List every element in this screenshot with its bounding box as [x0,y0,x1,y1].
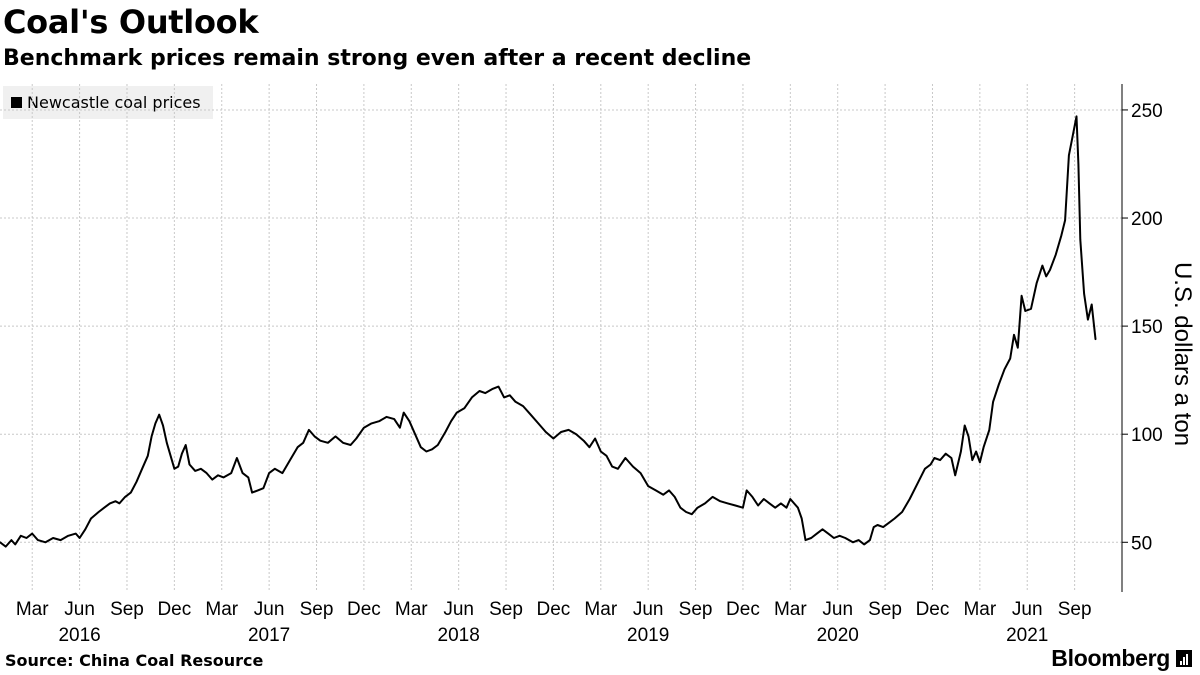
x-tick-label: Jun [254,599,285,620]
x-year-label: 2021 [1006,625,1048,646]
brand-logo: Bloomberg [1051,645,1192,672]
x-tick-label: Sep [300,599,334,620]
x-tick-label: Sep [1058,599,1092,620]
bar-chart-icon [1176,650,1192,667]
x-tick-label: Mar [774,599,807,620]
x-tick-label: Sep [679,599,713,620]
legend-swatch [11,97,22,108]
series-line-newcastle-coal-prices [0,115,1097,548]
x-tick-label: Dec [726,599,760,620]
x-year-label: 2018 [438,625,480,646]
source-note: Source: China Coal Resource [5,651,264,670]
y-tick-label: 150 [1131,317,1163,338]
x-year-label: 2019 [627,625,669,646]
chart-title: Coal's Outlook [3,3,259,41]
x-tick-layer: Mar Jun Sep Dec Mar Jun Sep Dec Mar Jun Sep Dec Mar J… [16,599,1092,646]
chart-subtitle: Benchmark prices remain strong even afte… [3,46,752,71]
x-tick-label: Mar [205,599,238,620]
x-tick-label: Mar [16,599,49,620]
x-year-label: 2020 [817,625,859,646]
x-tick-label: Dec [537,599,571,620]
x-tick-label: Sep [868,599,902,620]
legend-label: Newcastle coal prices [27,93,201,112]
x-year-label: 2016 [58,625,100,646]
x-tick-label: Jun [1012,599,1043,620]
x-tick-label: Mar [395,599,428,620]
x-tick-label: Sep [489,599,523,620]
x-tick-label: Dec [157,599,191,620]
brand-name: Bloomberg [1051,645,1170,671]
x-tick-label: Jun [822,599,853,620]
x-tick-label: Mar [584,599,617,620]
legend: Newcastle coal prices [3,86,213,119]
x-tick-label: Dec [347,599,381,620]
y-tick-label: 250 [1131,101,1163,122]
y-tick-label: 200 [1131,209,1163,230]
x-tick-label: Dec [916,599,950,620]
grid-layer [0,84,1122,592]
y-tick-label: 50 [1131,533,1152,554]
x-tick-label: Sep [110,599,144,620]
x-tick-label: Jun [633,599,664,620]
y-axis-label: U.S. dollars a ton [1169,262,1196,446]
x-year-label: 2017 [248,625,290,646]
x-tick-label: Mar [963,599,996,620]
x-tick-label: Jun [64,599,95,620]
y-tick-layer: 50 100 150 200 250 [1122,101,1163,554]
x-tick-label: Jun [443,599,474,620]
y-tick-label: 100 [1131,425,1163,446]
